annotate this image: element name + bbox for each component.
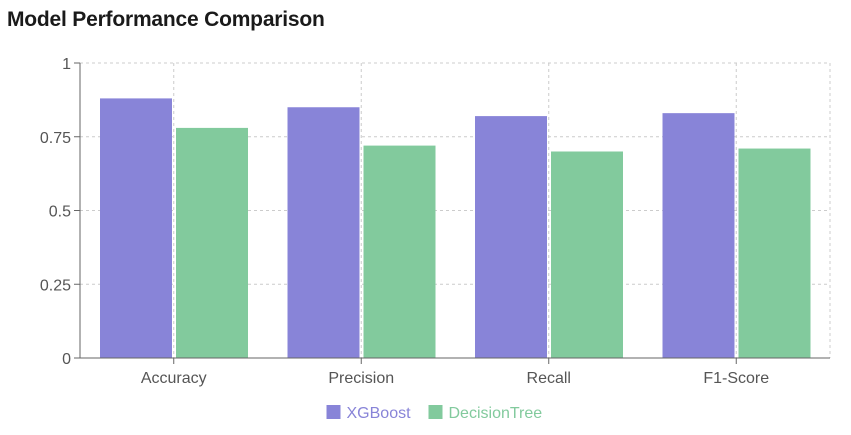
y-axis-ticks: 0 0.25 0.5 0.75 1 (40, 56, 80, 368)
bar-decisiontree-f1-score (738, 148, 811, 358)
x-axis-ticks: Accuracy Precision Recall F1-Score (141, 358, 769, 387)
bar-xgboost-precision (287, 107, 360, 358)
legend-swatch (428, 405, 443, 419)
bars (100, 98, 811, 359)
x-tick-label: Precision (328, 370, 394, 387)
y-tick-label: 0 (62, 351, 71, 368)
x-tick-label: Recall (527, 370, 571, 387)
chart-title: Model Performance Comparison (7, 8, 325, 31)
bar-decisiontree-accuracy (176, 127, 248, 359)
x-tick-label: F1-Score (703, 370, 769, 387)
legend-label: XGBoost (347, 405, 412, 422)
bar-xgboost-f1-score (662, 113, 735, 359)
y-tick-label: 0.5 (49, 204, 71, 221)
bar-decisiontree-recall (551, 151, 623, 358)
legend-label: DecisionTree (449, 405, 543, 422)
y-tick-label: 0.25 (40, 277, 71, 294)
legend: XGBoost DecisionTree (326, 405, 543, 422)
bar-xgboost-recall (475, 116, 547, 358)
y-tick-label: 1 (62, 56, 71, 73)
bar-xgboost-accuracy (100, 98, 172, 359)
bar-decisiontree-precision (363, 145, 436, 358)
legend-swatch (326, 405, 341, 419)
y-tick-label: 0.75 (40, 130, 71, 147)
x-tick-label: Accuracy (141, 370, 207, 387)
